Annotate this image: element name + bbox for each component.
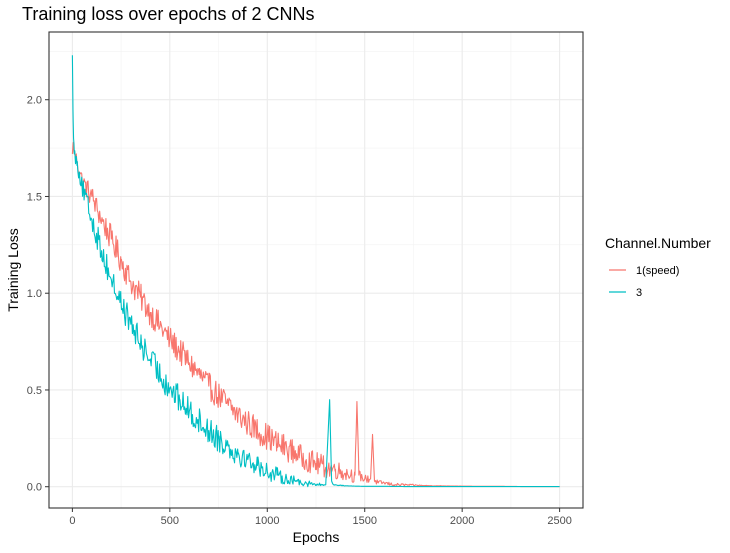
legend-title: Channel.Number [605, 235, 711, 251]
y-tick-label: 1.5 [27, 191, 42, 203]
legend: Channel.Number 1(speed) 3 [605, 235, 711, 299]
x-tick-label: 2000 [450, 515, 474, 527]
grid-major [49, 32, 583, 508]
y-axis-title: Training Loss [5, 228, 21, 312]
y-tick-label: 1.0 [27, 288, 42, 300]
x-axis-title: Epochs [293, 529, 340, 545]
y-tick-label: 2.0 [27, 95, 42, 107]
x-tick-label: 0 [69, 515, 75, 527]
y-tick-label: 0.0 [27, 482, 42, 494]
legend-items: 1(speed) 3 [609, 265, 679, 299]
legend-label-2: 3 [636, 287, 642, 299]
y-tick-label: 0.5 [27, 385, 42, 397]
plot-panel-border [48, 31, 584, 509]
x-tick-label: 2500 [547, 515, 571, 527]
chart-title: Training loss over epochs of 2 CNNs [22, 4, 314, 24]
x-tick-label: 1000 [255, 515, 279, 527]
series-line-2 [71, 55, 560, 488]
x-tick-label: 1500 [352, 515, 376, 527]
legend-label-1: 1(speed) [636, 265, 679, 277]
plot-panel [48, 31, 584, 509]
x-tick-label: 500 [161, 515, 179, 527]
x-axis: 0 500 1000 1500 2000 2500 [69, 508, 572, 527]
series-lines [71, 55, 560, 488]
y-axis: 0.0 0.5 1.0 1.5 2.0 [27, 95, 49, 494]
grid-minor [49, 32, 583, 508]
